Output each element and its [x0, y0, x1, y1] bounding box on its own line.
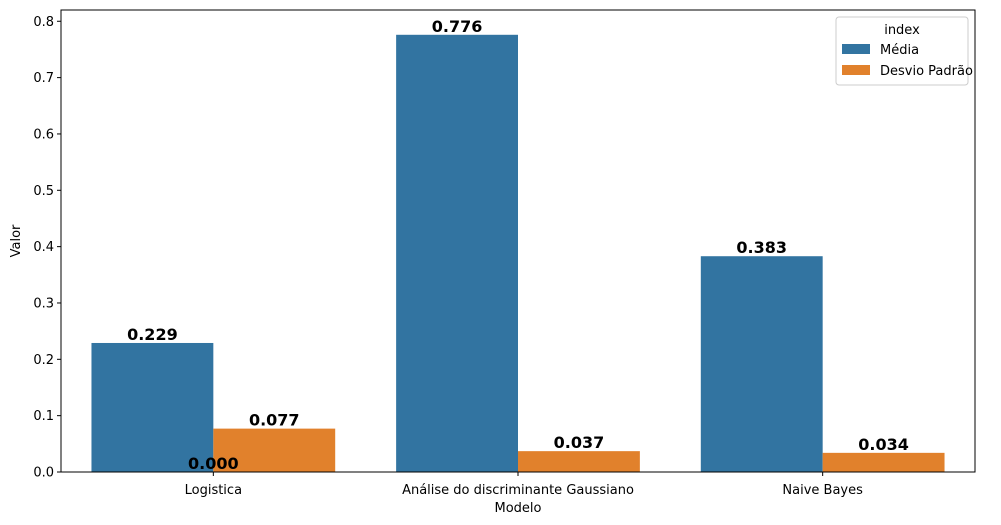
legend-label: Média	[880, 43, 919, 58]
bar-desvio-2	[822, 452, 945, 472]
y-tick-label: 0.5	[33, 184, 54, 199]
y-axis: 0.0 0.1 0.2 0.3 0.4 0.5 0.6 0.7 0.8	[33, 15, 61, 481]
y-tick-label: 0.7	[33, 71, 54, 86]
y-axis-title: Valor	[9, 224, 24, 257]
y-tick-label: 0.3	[33, 296, 54, 311]
legend-items: Média Desvio Padrão	[842, 43, 973, 79]
bar-media-1	[396, 34, 518, 472]
data-label: 0.077	[249, 411, 300, 430]
legend-swatch	[842, 44, 870, 54]
data-label: 0.229	[127, 325, 178, 344]
legend-swatch	[842, 65, 870, 75]
data-label: 0.383	[736, 238, 787, 257]
y-tick-label: 0.8	[33, 15, 54, 30]
data-label: 0.034	[858, 435, 909, 454]
bar-desvio-0	[213, 428, 336, 472]
y-tick-label: 0.6	[33, 127, 54, 142]
y-tick-label: 0.1	[33, 409, 54, 424]
bar-desvio-1	[518, 451, 640, 472]
x-axis-title: Modelo	[495, 501, 542, 516]
y-tick-label: 0.0	[33, 466, 54, 481]
legend: index Média Desvio Padrão	[835, 16, 973, 86]
data-labels-layer: 0.229 0.776 0.383 0.077 0.037 0.034 0.000	[127, 17, 909, 473]
bar-media-0	[91, 342, 214, 472]
bar-media-2	[700, 256, 823, 472]
legend-title: index	[884, 23, 920, 38]
x-tick-label: Naive Bayes	[782, 483, 863, 498]
x-tick-label: Análise do discriminante Gaussiano	[402, 483, 634, 498]
legend-label: Desvio Padrão	[880, 64, 973, 79]
data-label-zero: 0.000	[188, 454, 239, 473]
data-label: 0.037	[554, 433, 605, 452]
x-tick-label: Logistica	[185, 483, 242, 498]
y-tick-label: 0.4	[33, 240, 54, 255]
bars-layer	[91, 34, 945, 472]
y-tick-label: 0.2	[33, 353, 54, 368]
data-label: 0.776	[432, 17, 483, 36]
x-axis: Logistica Análise do discriminante Gaussi…	[185, 472, 863, 498]
